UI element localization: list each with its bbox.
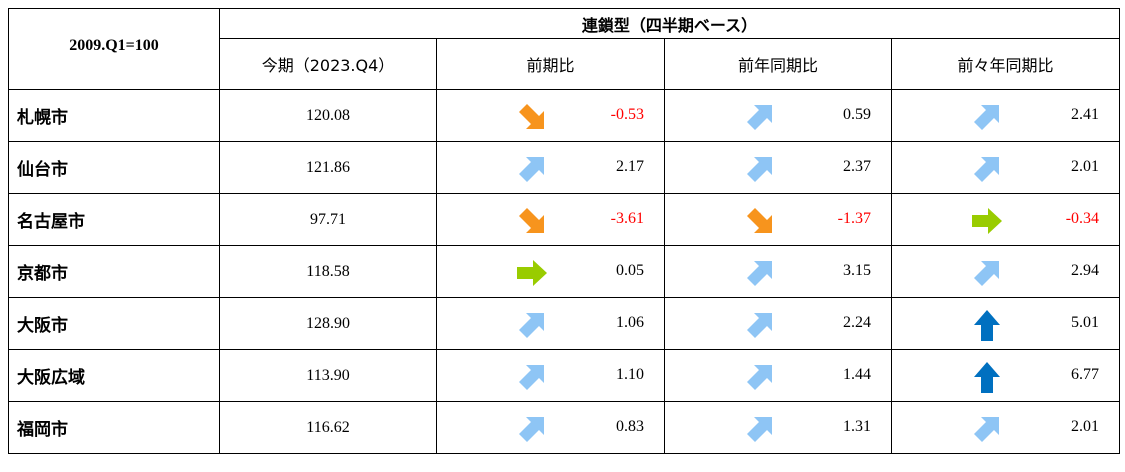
- two-year-change-value: 2.41: [1071, 106, 1100, 123]
- table-row: 札幌市 120.08 -0.53 0.59 2.41: [8, 89, 1121, 142]
- up-right-arrow-icon: [970, 412, 1004, 446]
- two-year-change-value: -0.34: [1065, 210, 1100, 227]
- table-row: 大阪広域 113.90 1.10 1.44 6.77: [8, 349, 1121, 402]
- down-right-arrow-icon: [515, 100, 549, 134]
- up-right-arrow-icon: [515, 360, 549, 394]
- two-year-change-value: 2.94: [1071, 262, 1100, 279]
- qoq-change-value: -3.61: [610, 210, 644, 227]
- qoq-change-cell: 0.05: [436, 245, 665, 298]
- city-name: 福岡市: [8, 401, 220, 454]
- col-header-qoq: 前期比: [436, 38, 665, 90]
- qoq-change-cell: 1.06: [436, 297, 665, 350]
- up-right-arrow-icon: [743, 256, 777, 290]
- yoy-change-cell: 1.31: [664, 401, 892, 454]
- current-index-value: 113.90: [219, 349, 437, 402]
- yoy-change-value: 2.37: [843, 158, 871, 175]
- col-header-2y: 前々年同期比: [890, 38, 1121, 90]
- qoq-change-value: 2.17: [616, 158, 644, 175]
- two-year-change-cell: 2.94: [890, 245, 1121, 298]
- yoy-change-value: 1.44: [843, 366, 871, 383]
- two-year-change-value: 2.01: [1071, 158, 1100, 175]
- up-right-arrow-icon: [970, 256, 1004, 290]
- table-row: 大阪市 128.90 1.06 2.24 5.01: [8, 297, 1121, 350]
- up-right-arrow-icon: [743, 308, 777, 342]
- qoq-change-value: 0.83: [616, 418, 644, 435]
- up-right-arrow-icon: [743, 100, 777, 134]
- yoy-change-cell: 0.59: [664, 89, 892, 142]
- two-year-change-cell: 2.01: [890, 141, 1121, 194]
- current-index-value: 128.90: [219, 297, 437, 350]
- down-right-arrow-icon: [515, 204, 549, 238]
- yoy-change-value: -1.37: [837, 210, 871, 227]
- yoy-change-cell: 3.15: [664, 245, 892, 298]
- qoq-change-cell: 2.17: [436, 141, 665, 194]
- up-right-arrow-icon: [515, 152, 549, 186]
- yoy-change-cell: -1.37: [664, 193, 892, 246]
- yoy-change-value: 3.15: [843, 262, 871, 279]
- two-year-change-value: 5.01: [1071, 314, 1100, 331]
- table-row: 仙台市 121.86 2.17 2.37 2.01: [8, 141, 1121, 194]
- col-header-current: 今期（2023.Q4）: [219, 38, 437, 90]
- right-arrow-icon: [970, 204, 1004, 238]
- group-label: 連鎖型（四半期ベース）: [218, 8, 1121, 39]
- two-year-change-cell: -0.34: [890, 193, 1121, 246]
- current-index-value: 97.71: [219, 193, 437, 246]
- current-index-value: 116.62: [219, 401, 437, 454]
- up-arrow-icon: [970, 308, 1004, 342]
- qoq-change-cell: -3.61: [436, 193, 665, 246]
- up-right-arrow-icon: [970, 100, 1004, 134]
- base-label: 2009.Q1=100: [8, 8, 220, 90]
- two-year-change-cell: 2.01: [890, 401, 1121, 454]
- col-header-yoy: 前年同期比: [664, 38, 892, 90]
- current-index-value: 121.86: [219, 141, 437, 194]
- qoq-change-value: 0.05: [616, 262, 644, 279]
- table-row: 京都市 118.58 0.05 3.15 2.94: [8, 245, 1121, 298]
- two-year-change-value: 2.01: [1071, 418, 1100, 435]
- up-right-arrow-icon: [515, 308, 549, 342]
- price-index-table: 2009.Q1=100 連鎖型（四半期ベース） 今期（2023.Q4） 前期比 …: [8, 8, 1121, 454]
- city-name: 札幌市: [8, 89, 220, 142]
- city-name: 大阪広域: [8, 349, 220, 402]
- yoy-change-cell: 1.44: [664, 349, 892, 402]
- qoq-change-cell: -0.53: [436, 89, 665, 142]
- table-body: 札幌市 120.08 -0.53 0.59 2.41 仙台市 121.86 2.17 2.37 2…: [8, 89, 1121, 454]
- up-arrow-icon: [970, 360, 1004, 394]
- table-row: 福岡市 116.62 0.83 1.31 2.01: [8, 401, 1121, 454]
- right-arrow-icon: [515, 256, 549, 290]
- current-index-value: 118.58: [219, 245, 437, 298]
- city-name: 名古屋市: [8, 193, 220, 246]
- yoy-change-value: 2.24: [843, 314, 871, 331]
- qoq-change-value: 1.10: [616, 366, 644, 383]
- current-index-value: 120.08: [219, 89, 437, 142]
- city-name: 仙台市: [8, 141, 220, 194]
- two-year-change-value: 6.77: [1071, 366, 1100, 383]
- qoq-change-value: 1.06: [616, 314, 644, 331]
- up-right-arrow-icon: [743, 360, 777, 394]
- qoq-change-cell: 1.10: [436, 349, 665, 402]
- yoy-change-cell: 2.24: [664, 297, 892, 350]
- up-right-arrow-icon: [970, 152, 1004, 186]
- yoy-change-value: 0.59: [843, 106, 871, 123]
- qoq-change-value: -0.53: [610, 106, 644, 123]
- two-year-change-cell: 6.77: [890, 349, 1121, 402]
- two-year-change-cell: 5.01: [890, 297, 1121, 350]
- city-name: 京都市: [8, 245, 220, 298]
- yoy-change-value: 1.31: [843, 418, 871, 435]
- up-right-arrow-icon: [743, 152, 777, 186]
- yoy-change-cell: 2.37: [664, 141, 892, 194]
- qoq-change-cell: 0.83: [436, 401, 665, 454]
- city-name: 大阪市: [8, 297, 220, 350]
- table-row: 名古屋市 97.71 -3.61 -1.37 -0.34: [8, 193, 1121, 246]
- down-right-arrow-icon: [743, 204, 777, 238]
- up-right-arrow-icon: [743, 412, 777, 446]
- two-year-change-cell: 2.41: [890, 89, 1121, 142]
- up-right-arrow-icon: [515, 412, 549, 446]
